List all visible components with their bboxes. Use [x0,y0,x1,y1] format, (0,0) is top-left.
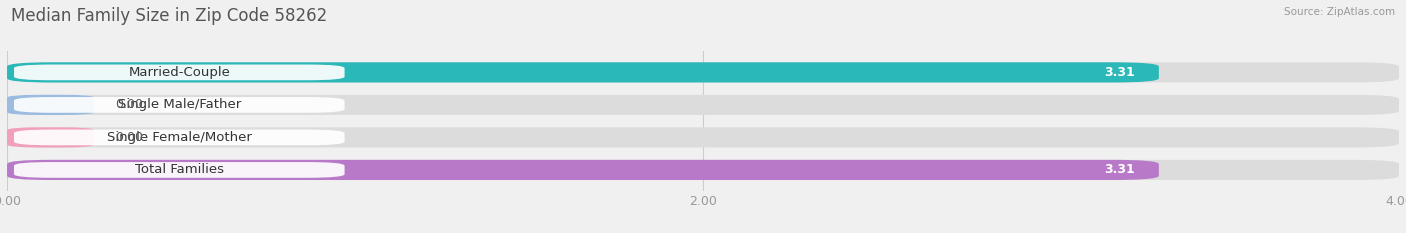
FancyBboxPatch shape [14,162,344,178]
FancyBboxPatch shape [14,130,344,145]
FancyBboxPatch shape [7,95,1399,115]
FancyBboxPatch shape [7,62,1159,82]
Text: 3.31: 3.31 [1104,66,1135,79]
FancyBboxPatch shape [7,160,1399,180]
FancyBboxPatch shape [7,95,94,115]
Text: Total Families: Total Families [135,163,224,176]
Text: Single Female/Mother: Single Female/Mother [107,131,252,144]
Text: 0.00: 0.00 [115,131,143,144]
Text: Median Family Size in Zip Code 58262: Median Family Size in Zip Code 58262 [11,7,328,25]
FancyBboxPatch shape [7,62,1399,82]
FancyBboxPatch shape [7,127,94,147]
Text: 0.00: 0.00 [115,98,143,111]
Text: Single Male/Father: Single Male/Father [118,98,240,111]
Text: Source: ZipAtlas.com: Source: ZipAtlas.com [1284,7,1395,17]
FancyBboxPatch shape [7,160,1159,180]
FancyBboxPatch shape [14,97,344,113]
Text: Married-Couple: Married-Couple [128,66,231,79]
FancyBboxPatch shape [7,127,1399,147]
Text: 3.31: 3.31 [1104,163,1135,176]
FancyBboxPatch shape [14,65,344,80]
